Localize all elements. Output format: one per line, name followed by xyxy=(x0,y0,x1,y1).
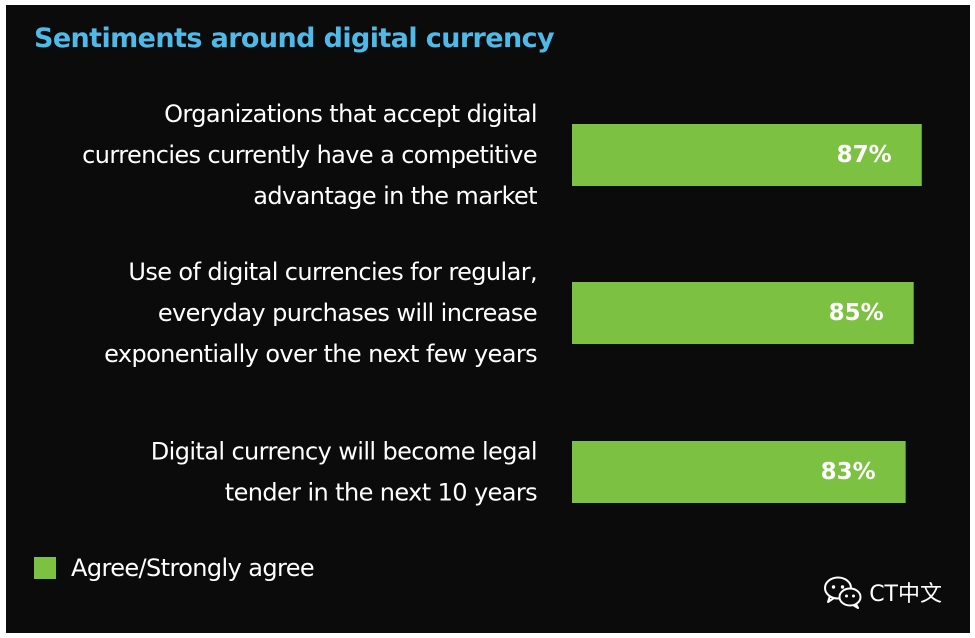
category-label: exponentially over the next few years xyxy=(104,340,537,368)
wechat-icon xyxy=(824,576,862,609)
bar xyxy=(572,124,922,186)
category-label: advantage in the market xyxy=(253,182,537,210)
bar-value-label: 85% xyxy=(829,300,884,326)
bar-value-label: 87% xyxy=(837,142,892,168)
legend-label: Agree/Strongly agree xyxy=(71,554,315,582)
chart-panel: Sentiments around digital currency 87% Or… xyxy=(6,5,970,633)
legend: Agree/Strongly agree xyxy=(34,553,315,583)
bar-chart: 87% Organizations that accept digital curr… xyxy=(82,100,922,507)
legend-swatch xyxy=(34,557,56,579)
watermark: CT中文 xyxy=(823,575,942,609)
bar-value-label: 83% xyxy=(821,459,876,485)
category-label: Use of digital currencies for regular, xyxy=(128,258,537,286)
category-label: everyday purchases will increase xyxy=(158,299,537,327)
category-label: Digital currency will become legal xyxy=(151,438,537,466)
category-label: tender in the next 10 years xyxy=(225,479,537,507)
bar xyxy=(572,441,906,503)
category-label: Organizations that accept digital xyxy=(164,100,537,128)
watermark-text: CT中文 xyxy=(869,582,942,607)
category-label: currencies currently have a competitive xyxy=(82,141,537,169)
bar xyxy=(572,282,914,344)
chart-title: Sentiments around digital currency xyxy=(34,23,555,54)
